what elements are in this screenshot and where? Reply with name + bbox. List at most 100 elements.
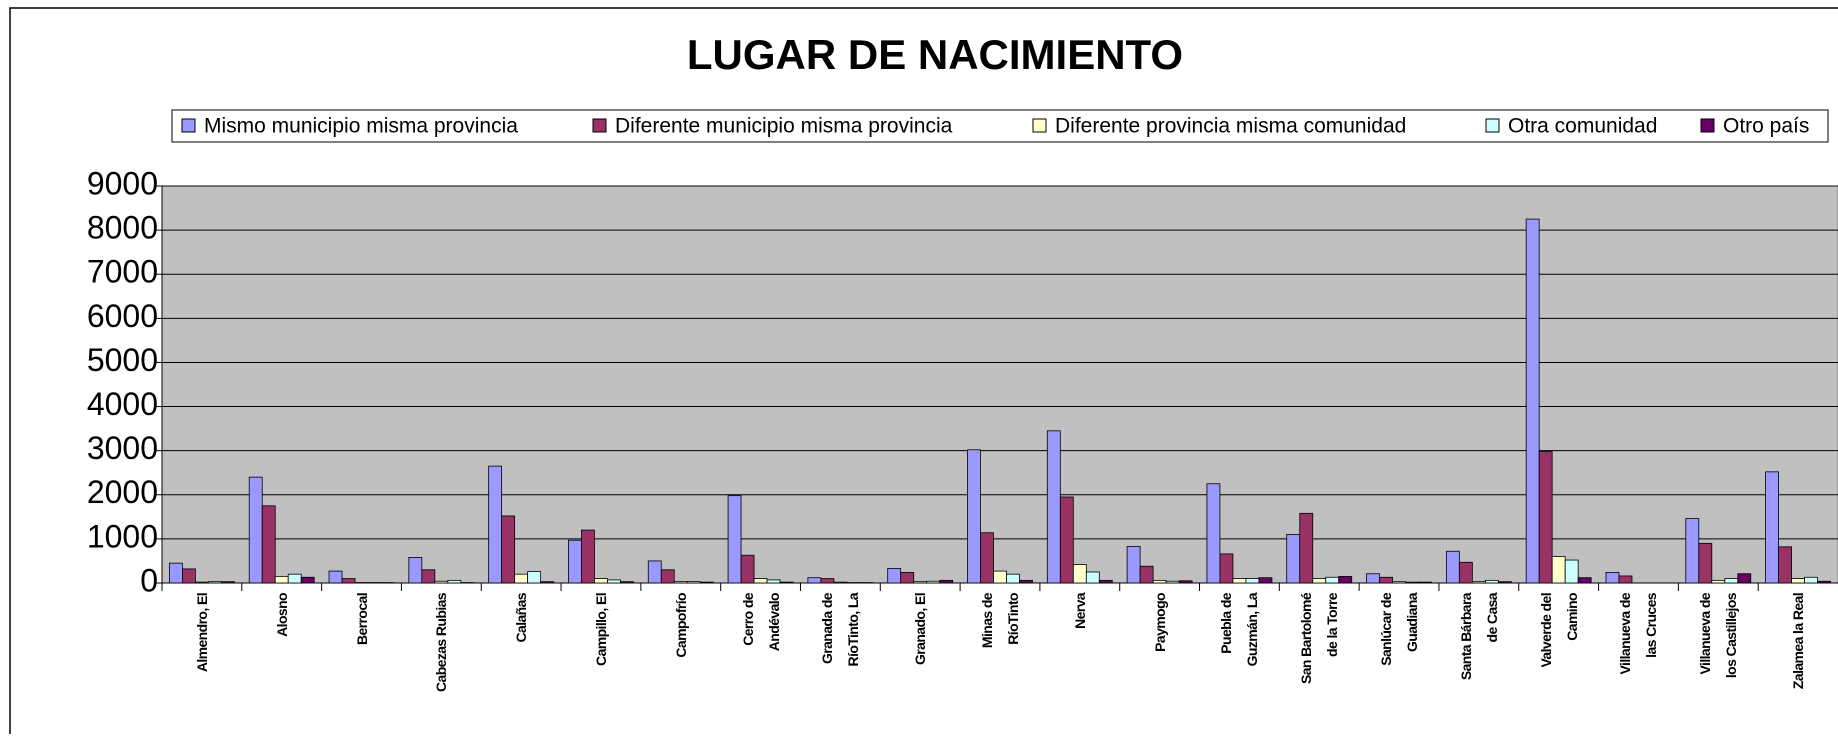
x-tick-label: Valverde del Camino	[1533, 593, 1585, 743]
bar	[1207, 484, 1220, 583]
bar	[1725, 579, 1738, 583]
legend-swatch	[1033, 119, 1046, 132]
bar	[927, 581, 940, 583]
chart-title: LUGAR DE NACIMIENTO	[687, 31, 1183, 78]
bar	[741, 555, 754, 583]
x-tick-label: Villanueva de los Castillejos	[1692, 593, 1744, 743]
bar	[914, 582, 927, 583]
bar	[648, 561, 661, 583]
bar	[329, 571, 342, 583]
bar	[1287, 534, 1300, 583]
bar	[502, 516, 515, 583]
bar	[568, 540, 581, 583]
bar	[1153, 580, 1166, 583]
bar	[169, 563, 182, 583]
bar	[1380, 577, 1393, 583]
bar	[901, 572, 914, 583]
bar	[182, 569, 195, 583]
bar	[1539, 452, 1552, 583]
bar	[1472, 582, 1485, 583]
bar	[1246, 579, 1259, 583]
bar	[940, 580, 953, 583]
y-tick-label: 2000	[87, 474, 158, 510]
bar	[541, 582, 554, 583]
x-tick-label: Granada de RíoTinto, La	[814, 593, 866, 743]
bar	[1565, 560, 1578, 583]
bar	[728, 496, 741, 583]
bar	[342, 579, 355, 583]
bar	[1127, 546, 1140, 583]
bar	[1766, 472, 1779, 583]
x-tick-label: Zalamea la Real	[1785, 593, 1811, 743]
y-tick-label: 5000	[87, 342, 158, 378]
legend-swatch	[593, 119, 606, 132]
legend-swatch	[182, 119, 195, 132]
bar	[981, 533, 994, 583]
bar	[489, 466, 502, 583]
bar	[1792, 579, 1805, 583]
x-tick-label: Minas de RíoTinto	[974, 593, 1026, 743]
bar	[1326, 577, 1339, 583]
y-tick-label: 0	[140, 562, 158, 598]
legend-swatch	[1701, 119, 1714, 132]
bar	[767, 580, 780, 583]
x-tick-label: Nerva	[1067, 593, 1093, 743]
bar	[221, 582, 234, 583]
bar	[195, 582, 208, 583]
x-tick-label: Villanueva de las Cruces	[1612, 593, 1664, 743]
legend-swatch	[1486, 119, 1499, 132]
bar	[1805, 577, 1818, 583]
bar	[1406, 582, 1419, 583]
bar	[700, 582, 713, 583]
bar	[780, 582, 793, 583]
x-tick-label: Cabezas Rubias	[428, 593, 454, 743]
bar	[821, 579, 834, 583]
y-tick-label: 4000	[87, 386, 158, 422]
x-tick-label: Paymogo	[1147, 593, 1173, 743]
bar	[834, 582, 847, 583]
bar	[620, 582, 633, 583]
bar	[435, 581, 448, 583]
plot-area	[162, 186, 1838, 583]
bar	[262, 506, 275, 583]
bar	[1047, 431, 1060, 583]
bar	[1367, 574, 1380, 583]
bar	[1606, 572, 1619, 583]
bar	[674, 582, 687, 583]
bar	[1526, 219, 1539, 583]
bar	[1485, 580, 1498, 583]
bar	[288, 574, 301, 583]
bar	[528, 572, 541, 583]
bar	[1099, 580, 1112, 583]
bar	[1578, 578, 1591, 583]
x-tick-label: Almendro, El	[189, 593, 215, 743]
bar	[581, 530, 594, 583]
bar	[1498, 582, 1511, 583]
bar	[888, 568, 901, 583]
bar	[754, 579, 767, 583]
bar	[1738, 574, 1751, 583]
legend-label: Otro país	[1723, 115, 1809, 138]
bar	[607, 580, 620, 583]
bar	[661, 570, 674, 583]
bar	[1259, 578, 1272, 583]
bar	[1552, 557, 1565, 583]
y-tick-label: 9000	[87, 165, 158, 201]
bar	[1233, 579, 1246, 583]
bar	[1073, 564, 1086, 583]
bar	[687, 582, 700, 583]
bar	[1300, 513, 1313, 583]
bar	[1818, 581, 1831, 583]
bar	[1060, 497, 1073, 583]
x-tick-label: Puebla de Guzmán, La	[1213, 593, 1265, 743]
bar	[1086, 572, 1099, 583]
bar	[1419, 582, 1432, 583]
x-tick-label: Alosno	[269, 593, 295, 743]
x-tick-label: San Bartolomé de la Torre	[1293, 593, 1345, 743]
bar	[594, 579, 607, 583]
bar	[1459, 562, 1472, 583]
bar	[275, 576, 288, 583]
bar	[1220, 554, 1233, 583]
bar	[1179, 581, 1192, 583]
legend-label: Mismo municipio misma provincia	[204, 115, 518, 138]
